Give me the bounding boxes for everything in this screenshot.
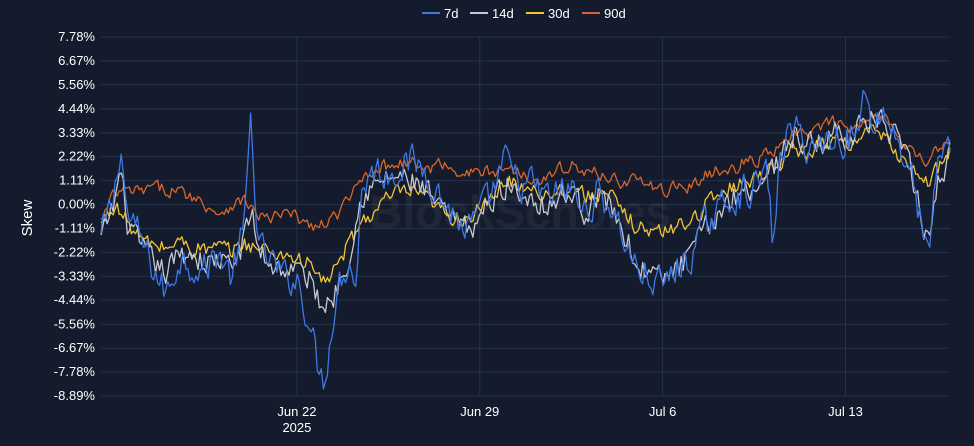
x-tick-label: Jun 22	[277, 404, 316, 419]
x-tick-sublabel: 2025	[282, 420, 311, 435]
legend: 7d 14d 30d 90d	[422, 6, 626, 21]
y-tick-label: -5.56%	[54, 316, 96, 331]
y-axis-title: Skew	[19, 199, 36, 236]
y-tick-label: 5.56%	[58, 77, 95, 92]
y-tick-label: -1.11%	[55, 220, 96, 235]
y-tick-label: -3.33%	[54, 268, 96, 283]
series-line-7d	[100, 89, 951, 390]
y-tick-label: 1.11%	[59, 173, 95, 188]
grid	[101, 36, 950, 397]
legend-label-90d: 90d	[604, 6, 626, 21]
y-tick-label: -8.89%	[54, 388, 96, 403]
y-tick-label: -6.67%	[54, 340, 96, 355]
y-tick-label: 4.44%	[58, 101, 95, 116]
y-tick-label: -7.78%	[54, 364, 96, 379]
x-tick-label: Jul 13	[828, 404, 863, 419]
y-tick-label: 2.22%	[58, 149, 95, 164]
series-layer	[100, 89, 951, 390]
legend-label-30d: 30d	[548, 6, 570, 21]
series-line-14d	[100, 108, 951, 314]
y-axis-ticks: 7.78% 6.67% 5.56% 4.44% 3.33% 2.22% 1.11% 0.00%…	[54, 29, 96, 403]
y-tick-label: 6.67%	[58, 53, 95, 68]
y-tick-label: 0.00%	[58, 197, 95, 212]
legend-label-7d: 7d	[444, 6, 458, 21]
x-tick-label: Jul 6	[649, 404, 676, 419]
y-tick-label: -2.22%	[54, 244, 96, 259]
y-tick-label: 7.78%	[58, 29, 95, 44]
series-line-90d	[100, 113, 951, 232]
y-tick-label: -4.44%	[54, 292, 96, 307]
legend-label-14d: 14d	[492, 6, 514, 21]
y-tick-label: 3.33%	[58, 125, 95, 140]
x-tick-label: Jun 29	[460, 404, 499, 419]
